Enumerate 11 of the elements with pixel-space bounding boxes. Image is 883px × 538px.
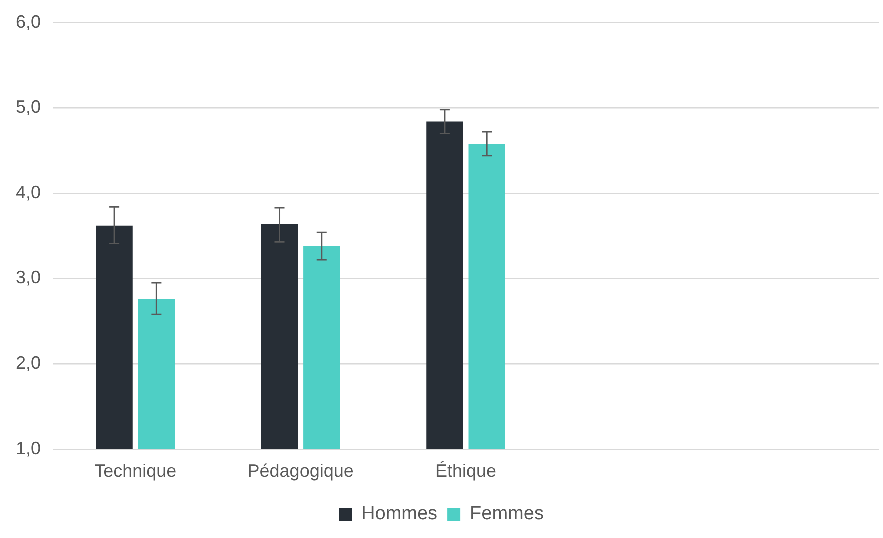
y-tick-label: 2,0 <box>16 353 42 374</box>
x-tick-label: Pédagogique <box>248 461 354 482</box>
y-tick-label: 1,0 <box>16 438 42 458</box>
x-tick-label: Technique <box>94 461 177 482</box>
y-tick-label: 5,0 <box>16 97 42 118</box>
legend-label: Hommes <box>362 504 438 525</box>
y-tick-label: 6,0 <box>16 12 42 32</box>
x-tick-label: Éthique <box>435 461 497 482</box>
y-tick-label: 4,0 <box>16 182 42 202</box>
legend-label: Femmes <box>470 504 544 525</box>
y-tick-label: 3,0 <box>16 268 42 288</box>
